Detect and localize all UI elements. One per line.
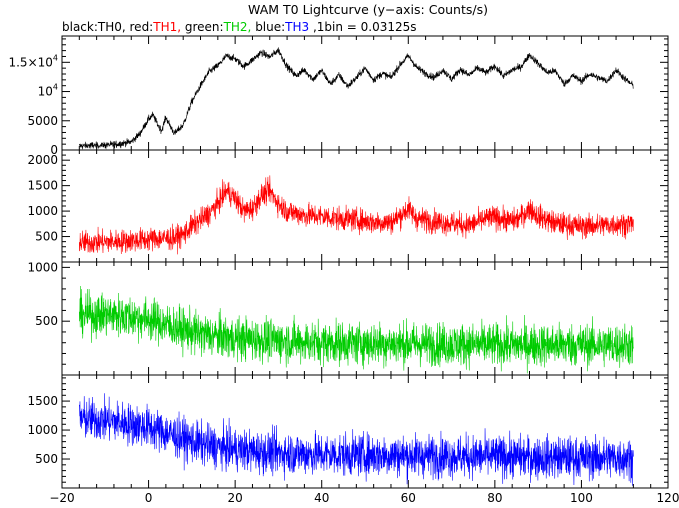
subtitle-part: green: xyxy=(185,20,224,34)
subtitle-part: ,1bin = 0.03125s xyxy=(313,20,417,34)
y-tick-label: 500 xyxy=(35,230,58,244)
y-tick-label: 1500 xyxy=(27,179,58,193)
series-line-TH2 xyxy=(79,285,634,374)
panel-TH2: 500 1000 xyxy=(27,260,669,376)
subtitle-part: TH1, xyxy=(152,20,185,34)
series-line-TH3 xyxy=(79,393,634,486)
y-tick-label: 1000 xyxy=(27,260,58,274)
y-tick-label: 2000 xyxy=(27,153,58,167)
x-tick-label: 0 xyxy=(145,491,153,504)
panel-frame xyxy=(61,35,669,151)
y-tick-label: 1000 xyxy=(27,204,58,218)
panel-TH0: 0 5000 104 1.5×104 xyxy=(8,35,669,157)
y-tick-label: 5000 xyxy=(27,114,58,128)
chart-subtitle: black:TH0, red:TH1, green:TH2, blue:TH3 … xyxy=(62,20,417,34)
y-tick-label: 104 xyxy=(38,83,58,99)
x-tick-label: 20 xyxy=(228,491,243,504)
x-tick-label: 120 xyxy=(657,491,679,504)
chart-title: WAM T0 Lightcurve (y−axis: Counts/s) xyxy=(248,2,488,17)
panel-TH1: 500 1000 1500 2000 xyxy=(27,149,669,263)
x-tick-label: −20 xyxy=(49,491,74,504)
y-tick-label: 0 xyxy=(50,143,58,157)
subtitle-part: black:TH0, xyxy=(62,20,130,34)
subtitle-part: red: xyxy=(130,20,154,34)
subtitle-part: TH3 xyxy=(284,20,313,34)
subtitle-part: TH2, xyxy=(223,20,256,34)
x-axis: −20 0 20 40 60 80 100 120 xyxy=(49,491,679,505)
y-tick-label: 1000 xyxy=(27,423,58,437)
x-tick-label: 80 xyxy=(487,491,502,504)
x-tick-label: 60 xyxy=(401,491,416,504)
panel-frame xyxy=(61,374,669,489)
panels-layer: 050001041.5×1045001000150020005001000500… xyxy=(8,35,669,489)
y-tick-label: 500 xyxy=(35,314,58,328)
subtitle-part: blue: xyxy=(255,20,285,34)
y-tick-label: 1.5×104 xyxy=(8,53,58,69)
y-tick-label: 500 xyxy=(35,452,58,466)
x-tick-label: 40 xyxy=(314,491,329,504)
series-line-TH1 xyxy=(79,175,634,255)
panel-TH3: 500 1000 1500 xyxy=(27,374,669,489)
series-line-TH0 xyxy=(79,47,634,150)
y-tick-label: 1500 xyxy=(27,394,58,408)
x-tick-label: 100 xyxy=(570,491,593,504)
